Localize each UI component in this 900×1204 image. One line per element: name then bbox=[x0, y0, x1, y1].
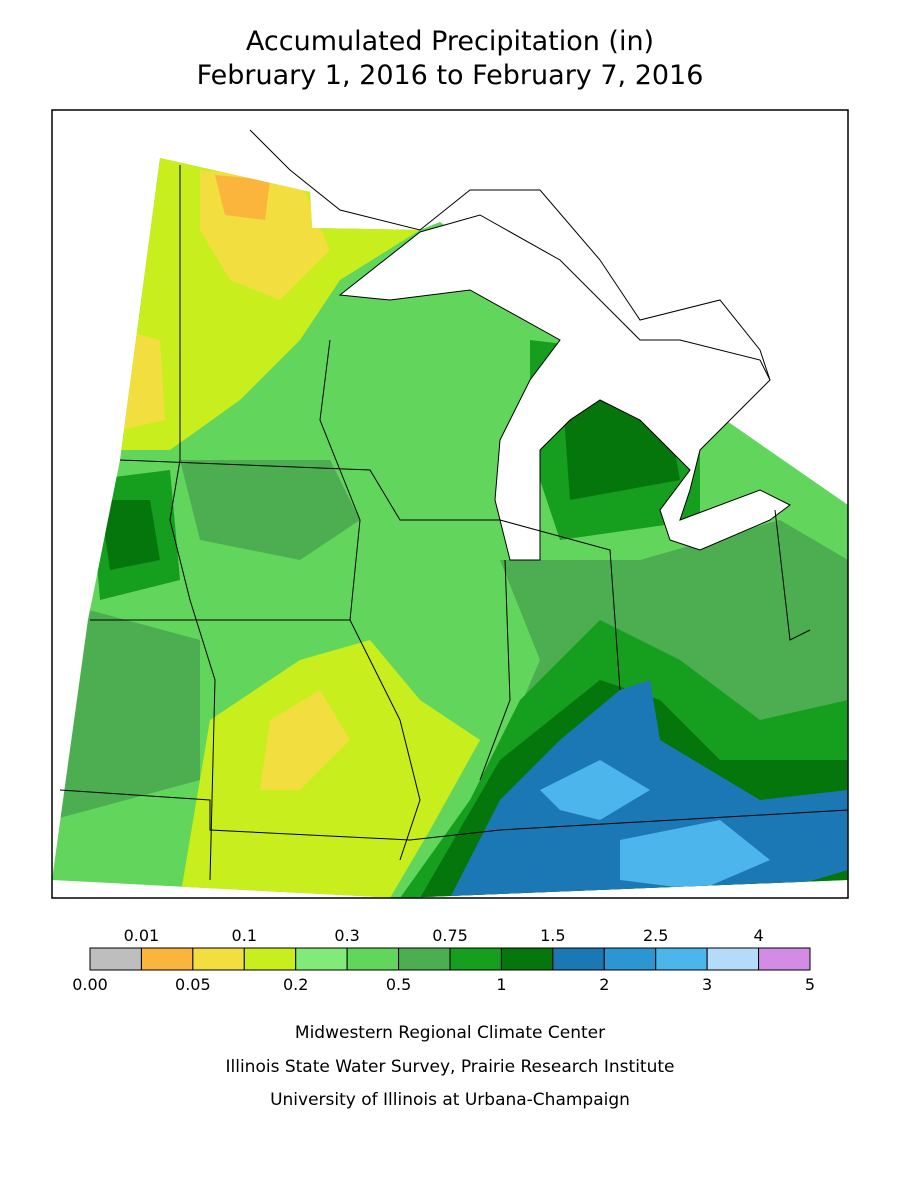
color-swatch bbox=[706, 947, 760, 971]
color-swatch bbox=[346, 947, 400, 971]
color-swatch bbox=[192, 947, 245, 971]
color-swatch bbox=[552, 947, 605, 971]
legend-label: 2 bbox=[599, 975, 609, 994]
color-swatch bbox=[89, 947, 142, 971]
legend-label: 2.5 bbox=[643, 926, 668, 945]
color-swatch bbox=[758, 947, 811, 971]
credits: Midwestern Regional Climate Center Illin… bbox=[226, 1023, 675, 1110]
color-swatch bbox=[603, 947, 657, 971]
color-swatch bbox=[140, 947, 194, 971]
color-swatch bbox=[295, 947, 348, 971]
legend-label: 0.75 bbox=[432, 926, 468, 945]
legend-label: 0.01 bbox=[124, 926, 160, 945]
legend-label: 0.5 bbox=[386, 975, 411, 994]
colorbar: 0.00 0.01 0.05 0.1 0.2 0.3 0.5 0.75 1 1.5 2 2.5 3 4 5 bbox=[72, 926, 815, 994]
credit-line: University of Illinois at Urbana-Champai… bbox=[270, 1090, 630, 1110]
legend-label: 5 bbox=[805, 975, 815, 994]
legend-label: 0.3 bbox=[334, 926, 359, 945]
color-swatch bbox=[655, 947, 708, 971]
legend-label: 1 bbox=[496, 975, 506, 994]
color-swatch bbox=[449, 947, 502, 971]
title-line: Accumulated Precipitation (in) bbox=[246, 26, 654, 57]
legend-label: 0.05 bbox=[175, 975, 211, 994]
color-swatch bbox=[398, 947, 451, 971]
map bbox=[51, 109, 849, 899]
legend-label: 3 bbox=[702, 975, 712, 994]
legend-label: 0.1 bbox=[232, 926, 257, 945]
legend-label: 0.2 bbox=[283, 975, 308, 994]
titles: Accumulated Precipitation (in) February … bbox=[197, 26, 704, 91]
color-swatch bbox=[500, 947, 554, 971]
color-swatch bbox=[243, 947, 297, 971]
legend-label: 1.5 bbox=[540, 926, 565, 945]
legend-label: 4 bbox=[753, 926, 763, 945]
credit-line: Illinois State Water Survey, Prairie Res… bbox=[226, 1057, 675, 1077]
legend-label: 0.00 bbox=[72, 975, 108, 994]
title-line: February 1, 2016 to February 7, 2016 bbox=[197, 60, 704, 91]
credit-line: Midwestern Regional Climate Center bbox=[295, 1023, 605, 1043]
